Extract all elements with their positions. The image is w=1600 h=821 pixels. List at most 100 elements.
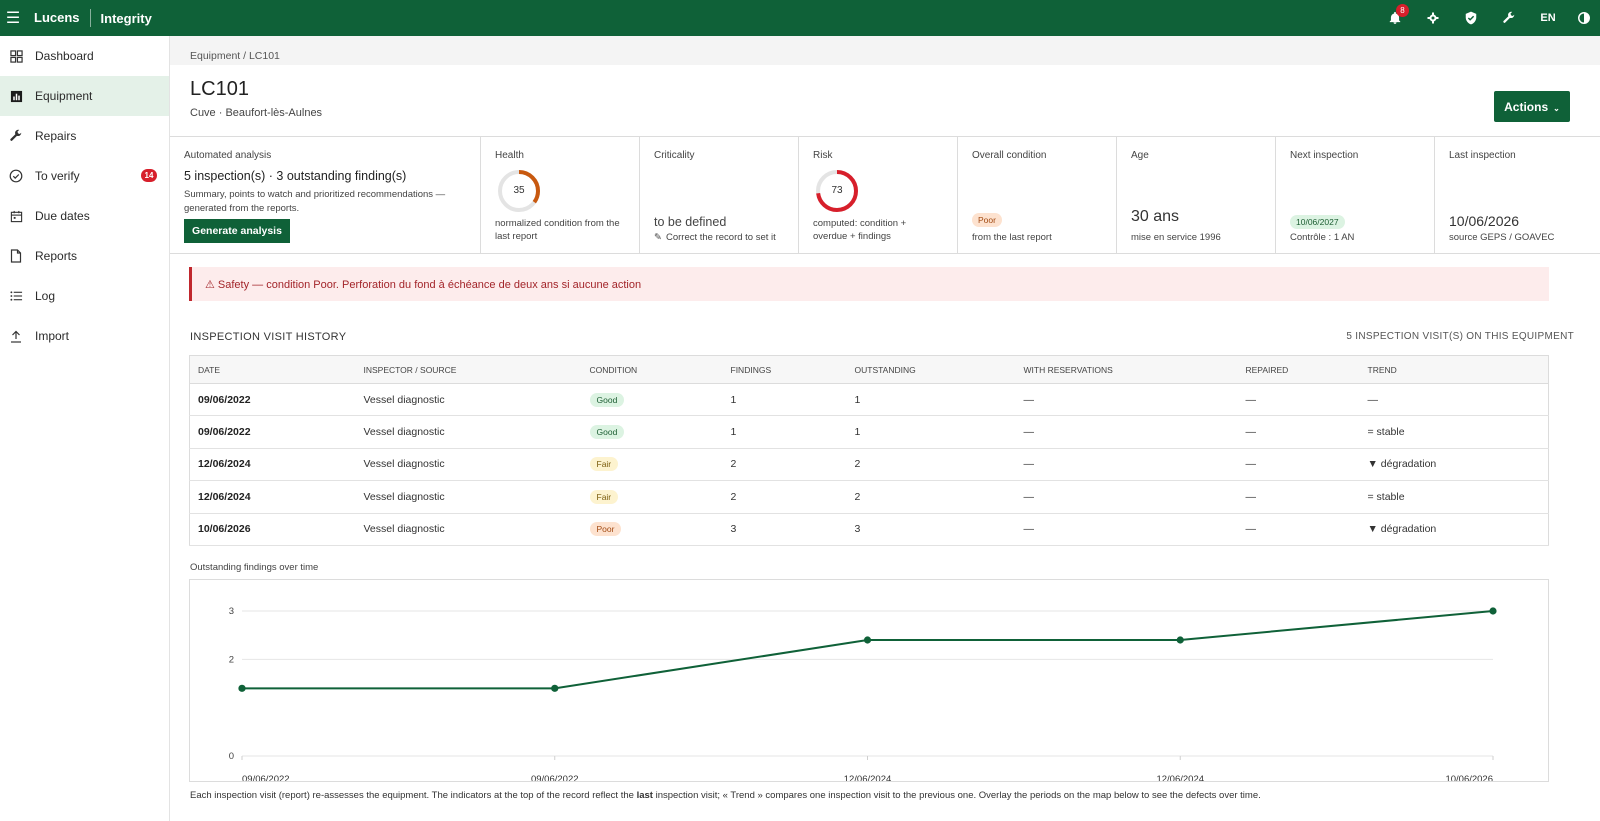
sidebar-item-label: Reports — [35, 249, 78, 263]
product-name: Integrity — [100, 10, 152, 26]
chart-data-point — [1489, 607, 1497, 615]
cell-trend: = stable — [1359, 480, 1549, 514]
cell-findings: 1 — [722, 415, 847, 449]
chart-y-tick-label: 3 — [229, 606, 234, 617]
cell-repaired: — — [1237, 513, 1360, 546]
table-row[interactable]: 09/06/2022 Vessel diagnostic Good 1 1 — … — [189, 383, 1549, 417]
kpi-overall-condition: Overall condition Poor from the last rep… — [958, 137, 1117, 253]
sidebar-item-to-verify[interactable]: To verify 14 — [0, 156, 169, 196]
notifications-button[interactable]: 8 — [1376, 0, 1414, 36]
risk-gauge: 73 — [813, 167, 861, 215]
section-title: INSPECTION VISIT HISTORY — [190, 331, 347, 343]
chart-series-line — [242, 610, 1494, 690]
footnote-text-before: Each inspection visit (report) re-assess… — [190, 790, 637, 801]
top-bar: ☰ Lucens Integrity 8 EN — [0, 0, 1600, 36]
column-header-trend[interactable]: TREND — [1359, 355, 1549, 384]
cell-inspector: Vessel diagnostic — [355, 415, 582, 449]
kpi-label: Age — [1131, 150, 1149, 161]
cell-condition: Fair — [581, 480, 723, 514]
cell-reservations: — — [1015, 448, 1238, 482]
analysis-summary: 5 inspection(s) · 3 outstanding finding(… — [184, 169, 407, 183]
column-header-with-reservations[interactable]: WITH RESERVATIONS — [1015, 355, 1238, 384]
column-header-outstanding[interactable]: OUTSTANDING — [846, 355, 1016, 384]
cell-repaired: — — [1237, 415, 1360, 449]
cell-reservations: — — [1015, 480, 1238, 514]
sidebar-item-equipment[interactable]: Equipment — [0, 76, 169, 116]
column-header-findings[interactable]: FINDINGS — [722, 355, 847, 384]
theme-toggle[interactable] — [1568, 0, 1600, 36]
cell-date: 12/06/2024 — [189, 448, 356, 482]
last-inspection-value: 10/06/2026 — [1449, 213, 1520, 229]
document-icon — [8, 248, 24, 264]
kpi-automated-analysis: Automated analysis 5 inspection(s) · 3 o… — [170, 137, 481, 253]
cell-repaired: — — [1237, 448, 1360, 482]
actions-button-label: Actions — [1504, 99, 1549, 114]
kpi-label: Last inspection — [1449, 150, 1516, 161]
notification-count-badge: 8 — [1396, 4, 1409, 17]
condition-badge: Good — [589, 425, 625, 440]
sidebar: Dashboard Equipment Repairs To verify 14… — [0, 36, 170, 821]
criticality-note[interactable]: ✎ Correct the record to set it — [654, 231, 776, 244]
section-count: 5 INSPECTION VISIT(S) ON THIS EQUIPMENT — [1346, 331, 1574, 342]
brand-logo[interactable]: Lucens — [34, 9, 91, 27]
chart-x-tick-label: 12/06/2024 — [844, 774, 892, 781]
column-header-inspector[interactable]: INSPECTOR / SOURCE — [355, 355, 582, 384]
upload-icon — [8, 328, 24, 344]
sidebar-item-repairs[interactable]: Repairs — [0, 116, 169, 156]
chart-x-tick-label: 12/06/2024 — [1156, 774, 1204, 781]
security-button[interactable] — [1452, 0, 1490, 36]
page-subtitle: Cuve · Beaufort-lès-Aulnes — [190, 107, 323, 119]
cell-outstanding: 2 — [846, 480, 1016, 514]
cell-outstanding: 2 — [846, 448, 1016, 482]
wrench-icon — [8, 128, 24, 144]
sidebar-item-log[interactable]: Log — [0, 276, 169, 316]
sidebar-item-import[interactable]: Import — [0, 316, 169, 356]
cell-repaired: — — [1237, 383, 1360, 417]
cell-outstanding: 1 — [846, 415, 1016, 449]
cell-outstanding: 3 — [846, 513, 1016, 546]
cell-trend: — — [1359, 383, 1549, 417]
kpi-health: Health 35 normalized condition from the … — [481, 137, 640, 253]
cell-reservations: — — [1015, 415, 1238, 449]
chevron-down-icon: ⌄ — [1553, 103, 1560, 113]
age-note: mise en service 1996 — [1131, 232, 1221, 243]
sidebar-item-due-dates[interactable]: Due dates — [0, 196, 169, 236]
risk-value: 73 — [831, 185, 843, 196]
next-inspection-badge: 10/06/2027 — [1290, 215, 1345, 229]
age-value: 30 ans — [1131, 208, 1180, 225]
generate-analysis-button[interactable]: Generate analysis — [184, 219, 290, 243]
column-header-condition[interactable]: CONDITION — [581, 355, 723, 384]
criticality-note-text: Correct the record to set it — [665, 232, 776, 243]
column-header-repaired[interactable]: REPAIRED — [1237, 355, 1360, 384]
sidebar-item-reports[interactable]: Reports — [0, 236, 169, 276]
column-header-date[interactable]: DATE — [189, 355, 356, 384]
to-verify-count-badge: 14 — [141, 169, 157, 182]
language-selector[interactable]: EN — [1540, 12, 1556, 24]
kpi-last-inspection: Last inspection 10/06/2026 source GEPS /… — [1435, 137, 1600, 253]
kpi-label: Automated analysis — [184, 150, 272, 161]
breadcrumb[interactable]: Equipment / LC101 — [190, 50, 280, 62]
kpi-age: Age 30 ans mise en service 1996 — [1117, 137, 1276, 253]
cell-date: 09/06/2022 — [189, 383, 356, 417]
analysis-description: Summary, points to watch and prioritized… — [184, 189, 446, 214]
inspection-history-table: DATE INSPECTOR / SOURCE CONDITION FINDIN… — [189, 355, 1549, 546]
actions-button[interactable]: Actions ⌄ — [1494, 91, 1570, 122]
kpi-row: Automated analysis 5 inspection(s) · 3 o… — [170, 136, 1600, 254]
cell-inspector: Vessel diagnostic — [355, 383, 582, 417]
cell-date: 10/06/2026 — [189, 513, 356, 546]
table-row[interactable]: 10/06/2026 Vessel diagnostic Poor 3 3 — … — [189, 513, 1549, 546]
menu-icon[interactable]: ☰ — [5, 10, 21, 27]
tools-button[interactable] — [1490, 0, 1528, 36]
table-row[interactable]: 12/06/2024 Vessel diagnostic Fair 2 2 — … — [189, 448, 1549, 482]
gear-icon — [1427, 12, 1439, 24]
cell-reservations: — — [1015, 383, 1238, 417]
table-row[interactable]: 09/06/2022 Vessel diagnostic Good 1 1 — … — [189, 415, 1549, 449]
table-row[interactable]: 12/06/2024 Vessel diagnostic Fair 2 2 — … — [189, 480, 1549, 514]
condition-badge: Fair — [589, 457, 619, 472]
sidebar-item-dashboard[interactable]: Dashboard — [0, 36, 169, 76]
footnote: Each inspection visit (report) re-assess… — [190, 790, 1261, 801]
condition-badge: Good — [589, 392, 625, 407]
settings-button[interactable] — [1414, 0, 1452, 36]
cell-findings: 2 — [722, 448, 847, 482]
footnote-emphasis: last — [636, 790, 653, 801]
